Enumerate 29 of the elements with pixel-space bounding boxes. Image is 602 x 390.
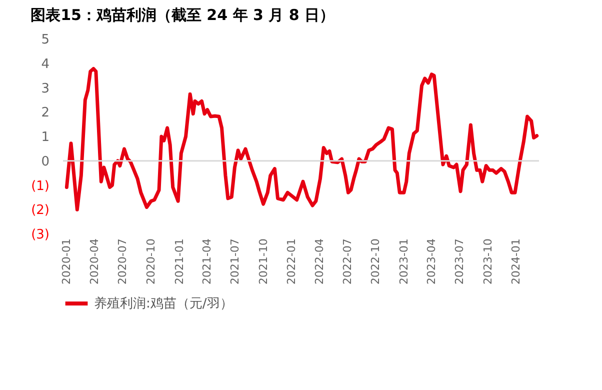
x-tick-label: 2021-01 bbox=[172, 238, 186, 284]
x-tick-label: 2021-10 bbox=[256, 238, 270, 284]
x-tick-label: 2022-01 bbox=[285, 238, 298, 284]
y-tick-label: 4 bbox=[41, 56, 50, 72]
x-tick-label: 2020-07 bbox=[116, 238, 130, 284]
y-tick-label: (1) bbox=[31, 178, 50, 194]
legend-label: 养殖利润:鸡苗（元/羽） bbox=[94, 296, 233, 312]
x-tick-label: 2020-10 bbox=[144, 238, 158, 284]
x-tick-label: 2023-04 bbox=[425, 238, 438, 284]
x-tick-label: 2024-01 bbox=[510, 238, 523, 284]
x-tick-label: 2022-04 bbox=[312, 238, 326, 284]
y-tick-label: 1 bbox=[41, 130, 50, 145]
x-tick-label: 2020-04 bbox=[88, 238, 102, 284]
y-tick-label: 5 bbox=[41, 32, 50, 48]
x-tick-label: 2022-10 bbox=[369, 238, 382, 284]
chart-title: 图表15：鸡苗利润（截至 24 年 3 月 8 日） bbox=[30, 6, 335, 24]
x-tick-label: 2021-04 bbox=[200, 238, 214, 284]
y-tick-label: (3) bbox=[31, 228, 50, 242]
y-tick-label: (2) bbox=[31, 203, 50, 218]
y-tick-label: 3 bbox=[41, 81, 50, 96]
y-tick-label: 2 bbox=[41, 106, 50, 121]
line-series bbox=[64, 66, 539, 212]
x-tick-label: 2020-01 bbox=[60, 238, 74, 284]
x-tick-label: 2023-10 bbox=[481, 238, 494, 284]
x-tick-label: 2021-07 bbox=[228, 238, 242, 284]
x-tick-label: 2023-07 bbox=[453, 238, 466, 284]
x-tick-label: 2022-07 bbox=[340, 238, 354, 284]
y-tick-label: 0 bbox=[41, 154, 50, 170]
x-tick-label: 2023-01 bbox=[397, 238, 410, 284]
